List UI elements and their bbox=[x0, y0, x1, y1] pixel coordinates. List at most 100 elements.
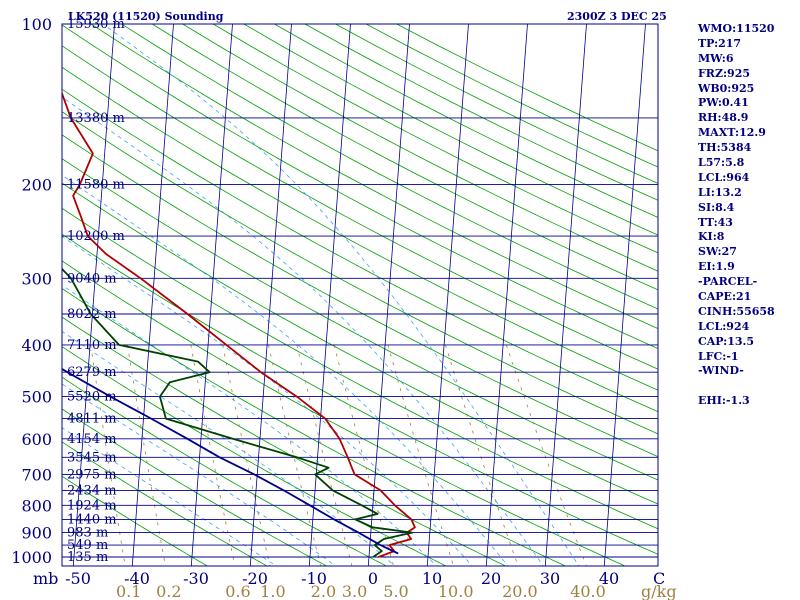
sounding-index-row: -PARCEL- bbox=[698, 275, 758, 289]
height-label: 4811 m bbox=[67, 412, 117, 427]
dewpoint-profile-line bbox=[62, 267, 414, 558]
moist-adiabat-line bbox=[62, 427, 277, 566]
height-label: 549 m bbox=[67, 538, 108, 553]
height-label: 6279 m bbox=[67, 365, 117, 380]
moist-adiabat-line bbox=[62, 235, 473, 566]
pressure-tick-label: 600 bbox=[21, 430, 52, 449]
sounding-index-row: TT:43 bbox=[698, 215, 733, 229]
sounding-index-row: FRZ:925 bbox=[698, 66, 751, 80]
dry-adiabat-line bbox=[62, 24, 658, 350]
temperature-unit-label: C bbox=[653, 569, 665, 588]
sounding-index-row: -WIND- bbox=[698, 364, 744, 378]
mixing-ratio-line bbox=[127, 344, 166, 566]
isotherm-line bbox=[190, 24, 233, 566]
sounding-index-row: CINH:55658 bbox=[698, 304, 775, 318]
height-label: 8022 m bbox=[67, 307, 117, 322]
dry-adiabat-line bbox=[62, 134, 658, 458]
chart-title: LK520 (11520) Sounding bbox=[68, 10, 224, 23]
sounding-index-row: TP:217 bbox=[698, 36, 742, 50]
dry-adiabat-line bbox=[62, 233, 658, 555]
label-layer: 15930 m 13380 m 11580 m 10200 m 9040 m 8022 m… bbox=[11, 15, 619, 600]
dry-adiabat-line bbox=[121, 24, 658, 310]
pressure-tick-label: 300 bbox=[21, 269, 52, 288]
sounding-index-row: CAP:13.5 bbox=[698, 334, 755, 348]
mixing-ratio-line bbox=[90, 344, 126, 566]
temperature-tick-label: 30 bbox=[540, 569, 560, 588]
mixing-ratio-line bbox=[190, 344, 236, 566]
dry-adiabat-line bbox=[182, 24, 658, 272]
temperature-tick-label: -10 bbox=[301, 569, 327, 588]
height-label: 1924 m bbox=[67, 498, 117, 513]
height-label: 11580 m bbox=[67, 177, 125, 192]
moist-adiabat-line bbox=[62, 383, 337, 566]
temperature-tick-label: 40 bbox=[599, 569, 619, 588]
sounding-index-row bbox=[698, 379, 798, 394]
dry-adiabat-line bbox=[62, 475, 209, 566]
sounding-index-row: EI:1.9 bbox=[698, 260, 735, 274]
mixing-ratio-label: 0.1 bbox=[116, 582, 141, 600]
mixing-ratio-label: 5.0 bbox=[383, 582, 408, 600]
temperature-tick-label: -50 bbox=[65, 569, 91, 588]
pressure-tick-label: 200 bbox=[21, 175, 52, 194]
dry-adiabat-line bbox=[62, 88, 658, 413]
dry-adiabat-line bbox=[62, 66, 658, 391]
mixing-ratio-line bbox=[505, 344, 587, 566]
sounding-index-row: RH:48.9 bbox=[698, 111, 749, 125]
height-label: 1440 m bbox=[67, 512, 117, 527]
dry-adiabat-line bbox=[62, 45, 658, 370]
mixing-ratio-label: 40.0 bbox=[570, 582, 606, 600]
pressure-tick-label: 1000 bbox=[11, 548, 52, 567]
plot-frame bbox=[61, 23, 659, 567]
temperature-profile-line bbox=[62, 92, 416, 558]
sounding-index-row: WB0:925 bbox=[698, 81, 755, 95]
dry-adiabat-line bbox=[62, 316, 507, 566]
sounding-index-row: LI:13.2 bbox=[698, 185, 742, 199]
mixing-ratio-label: 3.0 bbox=[342, 582, 367, 600]
isotherm-line bbox=[426, 24, 469, 566]
dry-adiabat-line bbox=[62, 158, 658, 481]
dry-adiabat-line bbox=[62, 207, 658, 530]
dry-adiabat-line bbox=[62, 288, 567, 566]
sounding-index-row: LFC:-1 bbox=[698, 349, 739, 363]
isotherm-line bbox=[249, 24, 292, 566]
isotherm-line bbox=[544, 24, 587, 566]
dry-adiabat-line bbox=[151, 24, 658, 291]
dry-adiabat-line bbox=[62, 441, 268, 566]
isotherm-line bbox=[72, 24, 115, 566]
sounding-index-row: LCL:964 bbox=[698, 170, 750, 184]
mixing-ratio-label: 0.2 bbox=[156, 582, 181, 600]
sounding-index-row: KI:8 bbox=[698, 230, 725, 244]
mixing-ratio-unit-label: g/kg bbox=[641, 582, 677, 600]
temperature-tick-label: 0 bbox=[368, 569, 378, 588]
height-label: 5520 m bbox=[67, 390, 117, 405]
dry-adiabat-line bbox=[90, 24, 658, 330]
mixing-ratio-line bbox=[445, 344, 519, 566]
sounding-index-row: SW:27 bbox=[698, 245, 737, 259]
chart-timestamp: 2300Z 3 DEC 25 bbox=[567, 10, 667, 23]
sounding-index-row: CAPE:21 bbox=[698, 290, 752, 304]
sounding-index-row: SI:8.4 bbox=[698, 200, 735, 214]
sounding-indices-panel: WMO:11520 TP:217 MW:6 FRZ:925 WB0:925 PW:0.41… bbox=[698, 22, 798, 409]
sounding-index-row: LCL:924 bbox=[698, 319, 750, 333]
dry-adiabat-line bbox=[62, 260, 626, 566]
height-label: 13380 m bbox=[67, 111, 125, 126]
mixing-ratio-label: 1.0 bbox=[260, 582, 285, 600]
height-label: 135 m bbox=[67, 550, 108, 565]
temperature-tick-label: 10 bbox=[422, 569, 442, 588]
height-label: 10200 m bbox=[67, 229, 125, 244]
pressure-unit-label: mb bbox=[33, 569, 58, 588]
mixing-ratio-line bbox=[296, 344, 353, 566]
mixing-ratio-label: 0.6 bbox=[225, 582, 250, 600]
height-label: 7110 m bbox=[67, 338, 117, 353]
sounding-index-row: MW:6 bbox=[698, 51, 734, 65]
height-label: 3545 m bbox=[67, 450, 117, 465]
sounding-index-row: EHI:-1.3 bbox=[698, 394, 750, 408]
temperature-tick-label: 20 bbox=[481, 569, 501, 588]
mixing-ratio-line bbox=[268, 344, 322, 566]
mixing-ratio-line bbox=[222, 344, 271, 566]
pressure-tick-label: 100 bbox=[21, 15, 52, 34]
isotherm-line bbox=[367, 24, 410, 566]
grid-layer bbox=[62, 24, 658, 566]
dry-adiabat-line bbox=[62, 346, 447, 566]
